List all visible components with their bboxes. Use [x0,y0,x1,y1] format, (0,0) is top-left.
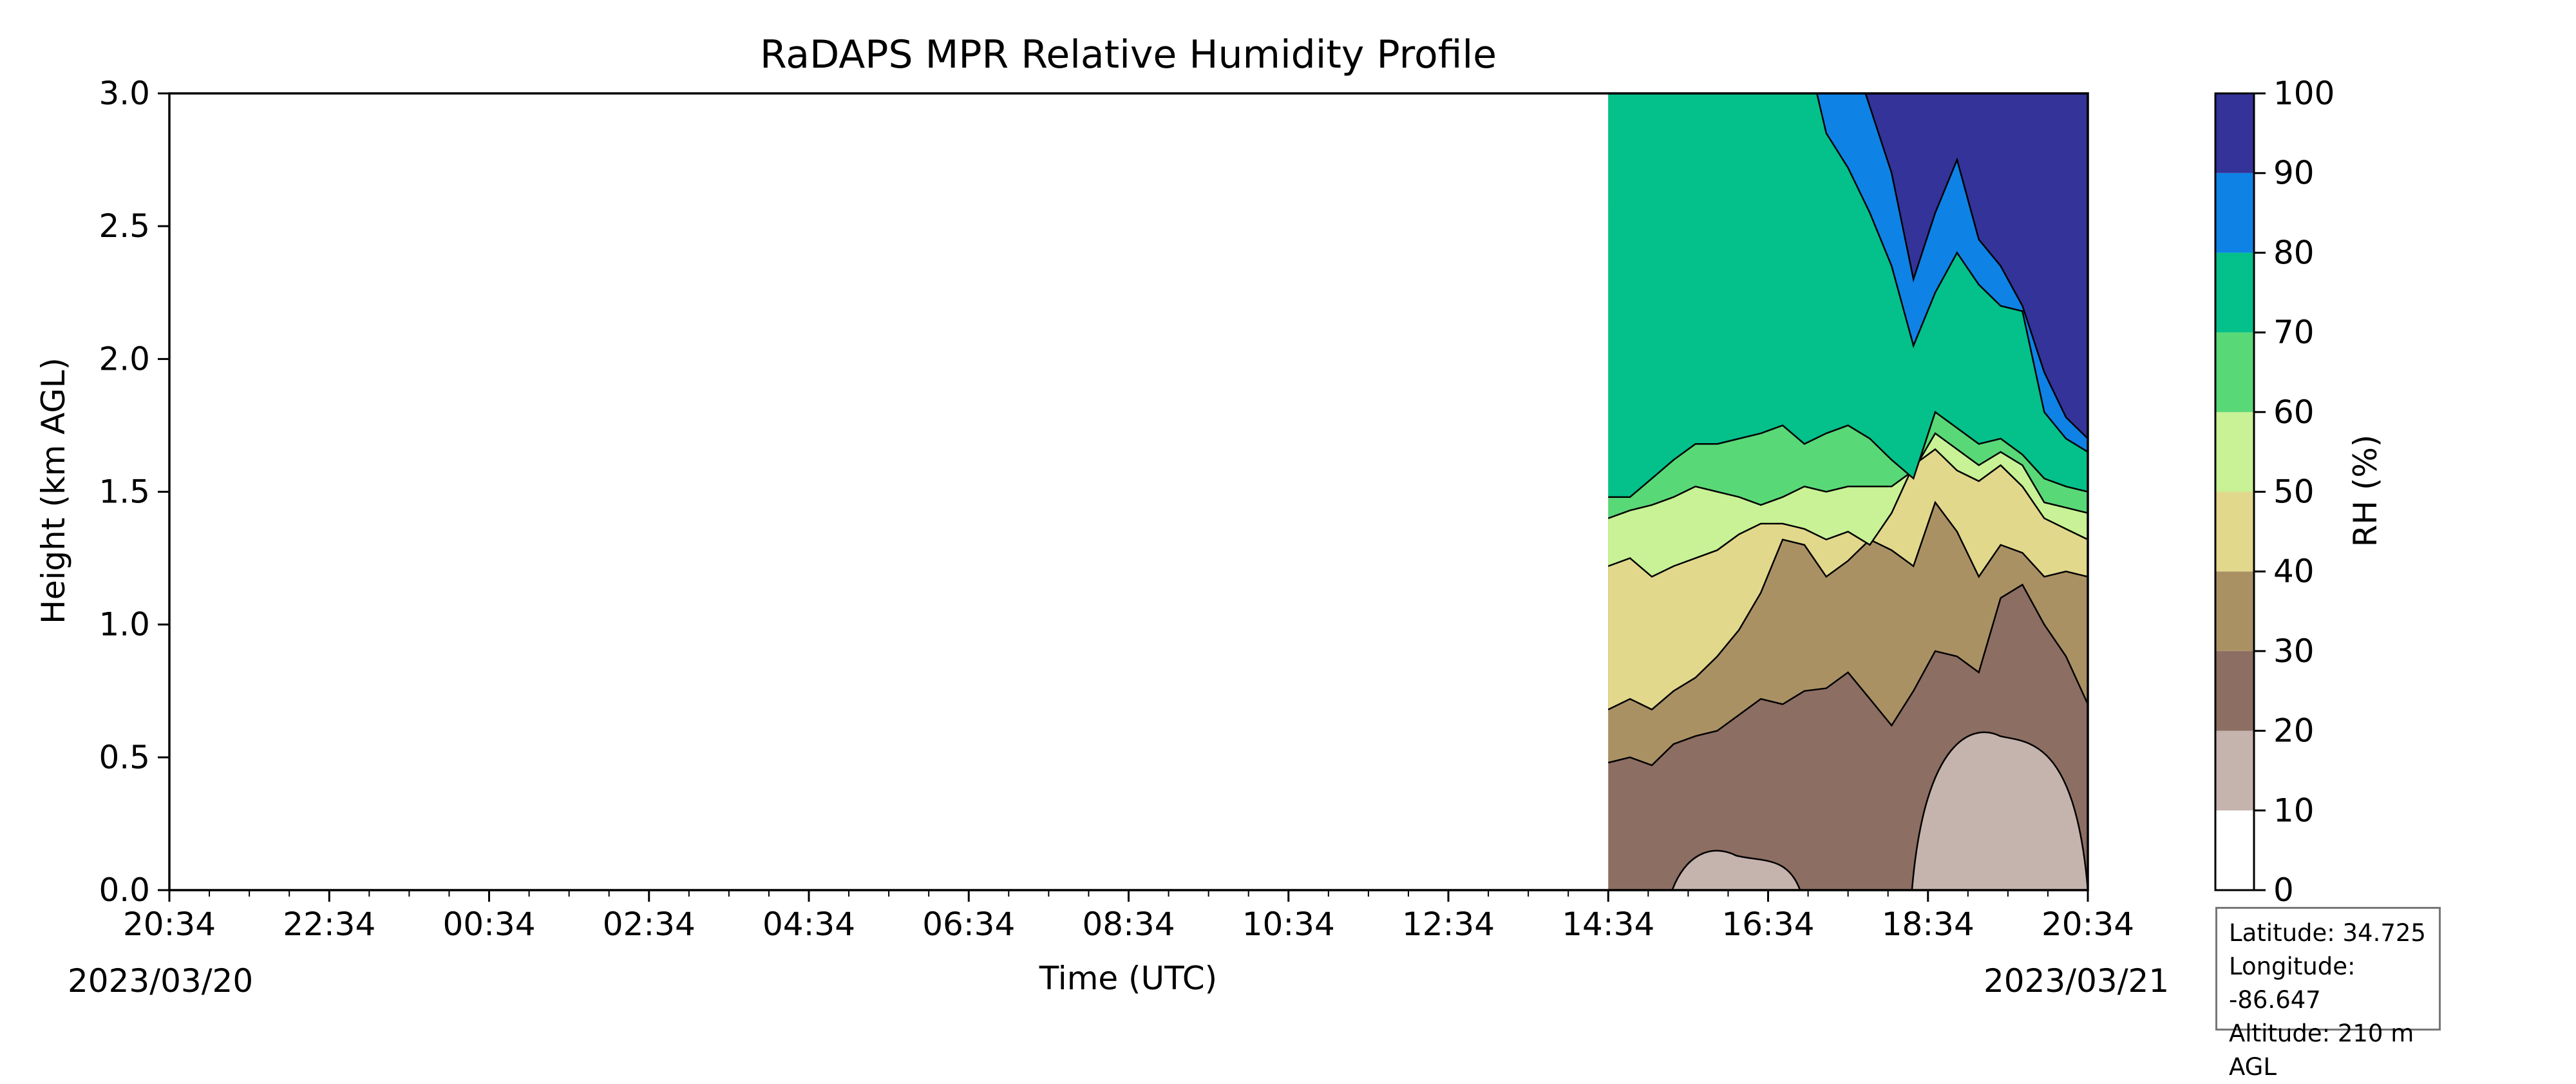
x-tick-label: 16:34 [1721,906,1814,943]
rh-band-90 [1608,93,2088,439]
y-tick-label: 1.0 [99,606,150,643]
y-tick-label: 2.5 [99,207,150,245]
x-tick-label: 04:34 [762,906,855,943]
x-tick-label: 14:34 [1562,906,1654,943]
rh-low-region-2 [1911,731,2088,890]
colorbar-tick-label: 30 [2273,632,2315,670]
colorbar-segment [2215,332,2254,412]
colorbar-label: RH (%) [2347,435,2384,547]
x-tick-label: 20:34 [123,906,216,943]
colorbar-segment [2215,810,2254,890]
x-tick-label: 02:34 [603,906,696,943]
x-tick-label: 10:34 [1242,906,1335,943]
longitude-text: Longitude: -86.647 [2229,953,2356,1014]
rh-low-region-1 [1671,850,1801,890]
chart-title: RaDAPS MPR Relative Humidity Profile [760,32,1497,77]
rh-filled-contours [1607,93,2088,890]
colorbar-tick-label: 50 [2273,473,2315,511]
x-tick-label: 08:34 [1082,906,1175,943]
colorbar-tick-label: 20 [2273,712,2315,750]
y-tick-label: 2.0 [99,340,150,377]
rh-profile-chart: RaDAPS MPR Relative Humidity Profile 20:… [35,32,2384,1000]
colorbar-segment [2215,173,2254,253]
x-tick-label: 20:34 [2041,906,2134,943]
latitude-text: Latitude: 34.725 [2229,919,2426,947]
colorbar-segment [2215,730,2254,811]
station-info-box: Latitude: 34.725 Longitude: -86.647 Alti… [2215,907,2441,1081]
rh-contour-line [1815,93,2088,453]
colorbar-segment [2215,491,2254,572]
y-axis-label: Height (km AGL) [35,357,72,624]
colorbar-tick-label: 90 [2273,155,2315,192]
colorbar-tick-label: 80 [2273,234,2315,271]
colorbar-tick-label: 10 [2273,792,2315,829]
colorbar-segment [2215,651,2254,731]
altitude-text: Altitude: 210 m AGL [2229,1020,2414,1081]
x-tick-label: 06:34 [922,906,1015,943]
y-tick-label: 0.5 [99,739,150,776]
y-tick-label: 0.0 [99,871,150,909]
colorbar-tick-label: 40 [2273,553,2315,590]
x-tick-label: 22:34 [283,906,375,943]
rh-contour-line [1864,93,2088,439]
rh-contour-line [1607,584,2088,766]
rh-contour-line [1607,500,2088,711]
rh-colorbar: 0 10 20 30 40 50 60 70 80 90 100 [2214,75,2334,909]
rh-contour-line [1607,448,2088,578]
x-start-date-label: 2023/03/20 [68,962,253,1000]
y-tick-label: 1.5 [99,473,150,511]
x-tick-label: 12:34 [1402,906,1495,943]
x-axis-ticks: 20:34 22:34 00:34 02:34 04:34 06:34 08:34 10:34… [123,890,2134,943]
rh-contour-line [1607,432,2088,519]
y-tick-label: 3.0 [99,75,150,112]
colorbar-segment [2215,412,2254,492]
colorbar-tick-label: 60 [2273,394,2315,431]
colorbar-segment [2215,571,2254,651]
colorbar-segment [2215,93,2254,173]
colorbar-tick-label: 0 [2273,871,2294,909]
x-end-date-label: 2023/03/21 [1984,962,2169,1000]
colorbar-tick-label: 100 [2273,75,2334,112]
colorbar-tick-label: 70 [2273,314,2315,351]
colorbar-segment [2215,252,2254,333]
x-tick-label: 18:34 [1882,906,1975,943]
y-axis-ticks: 0.0 0.5 1.0 1.5 2.0 2.5 3.0 [99,75,169,909]
x-axis-label: Time (UTC) [1039,960,1217,997]
x-tick-label: 00:34 [442,906,535,943]
rh-contour-line [1608,410,2088,498]
